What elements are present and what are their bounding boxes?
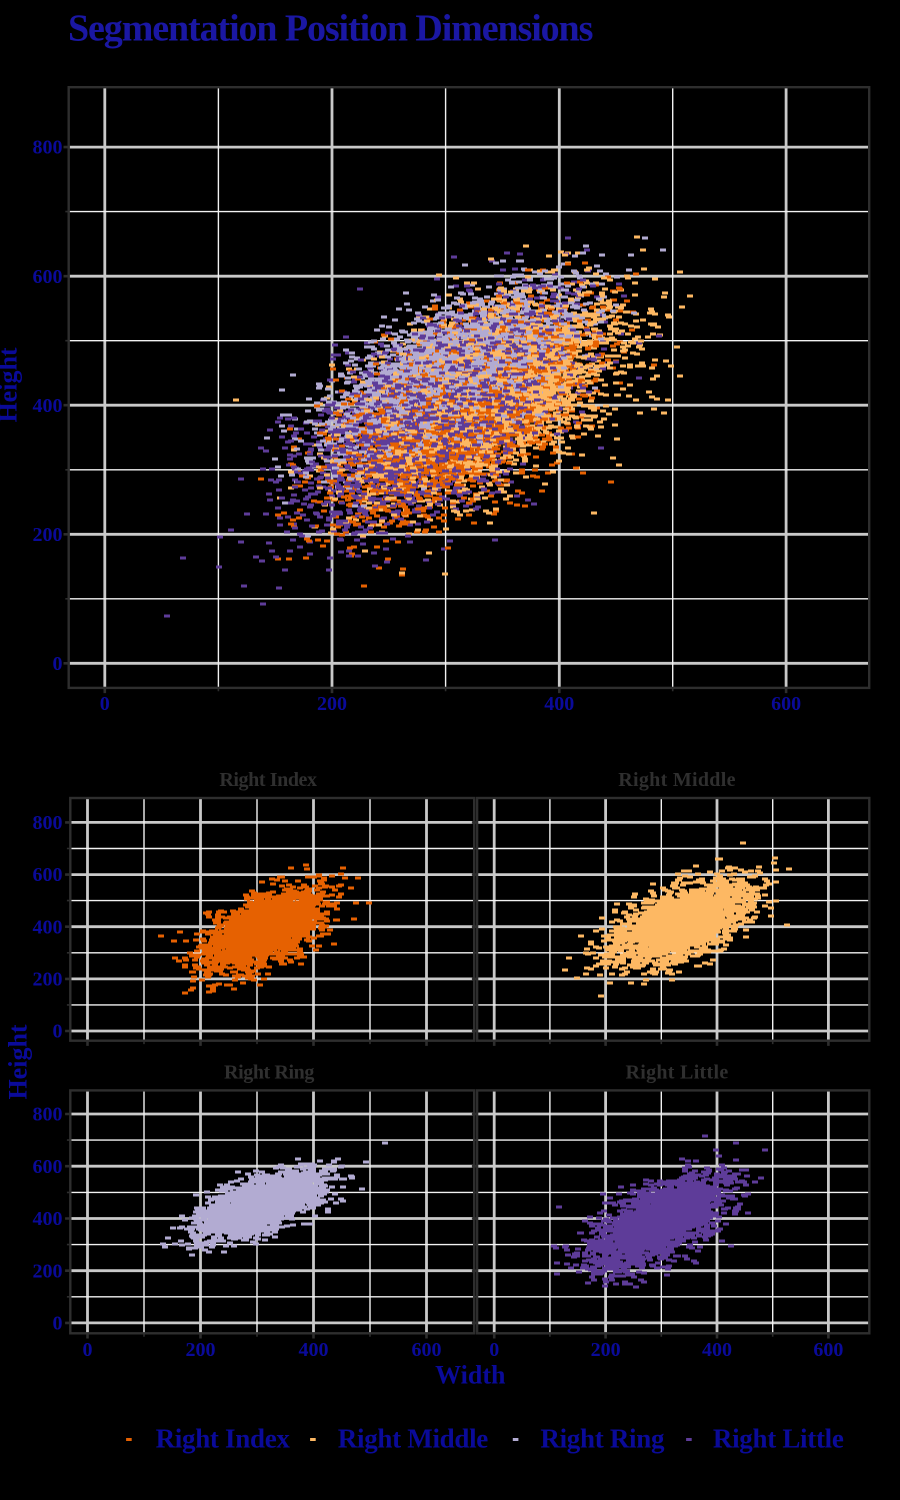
svg-text:Right Ring: Right Ring (540, 1424, 665, 1454)
svg-text:600: 600 (771, 693, 801, 715)
svg-text:600: 600 (33, 1156, 63, 1178)
svg-text:Height: Height (0, 347, 23, 422)
svg-text:0: 0 (489, 1339, 499, 1361)
svg-text:200: 200 (591, 1339, 621, 1361)
svg-text:600: 600 (813, 1339, 843, 1361)
svg-text:400: 400 (33, 1208, 63, 1230)
svg-text:400: 400 (544, 693, 574, 715)
svg-text:Right Little: Right Little (713, 1424, 844, 1454)
svg-text:600: 600 (33, 266, 63, 288)
svg-text:600: 600 (33, 864, 63, 886)
svg-text:200: 200 (33, 1260, 63, 1282)
svg-text:600: 600 (412, 1339, 442, 1361)
svg-text:Right Middle: Right Middle (338, 1424, 488, 1454)
svg-text:Height: Height (4, 1024, 33, 1099)
svg-text:800: 800 (33, 812, 63, 834)
svg-text:800: 800 (33, 137, 63, 159)
svg-text:Segmentation Position Dimensio: Segmentation Position Dimensions (68, 8, 593, 50)
svg-text:0: 0 (83, 1339, 93, 1361)
svg-text:0: 0 (53, 1021, 63, 1043)
svg-text:200: 200 (317, 693, 347, 715)
svg-text:Right Ring: Right Ring (224, 1062, 314, 1084)
svg-text:Right Index: Right Index (219, 769, 317, 791)
svg-text:200: 200 (186, 1339, 216, 1361)
svg-text:400: 400 (33, 395, 63, 417)
svg-text:Right Middle: Right Middle (618, 769, 736, 791)
svg-text:200: 200 (33, 524, 63, 546)
svg-text:400: 400 (702, 1339, 732, 1361)
svg-text:200: 200 (33, 969, 63, 991)
svg-text:Right Index: Right Index (156, 1424, 291, 1454)
svg-text:0: 0 (53, 1313, 63, 1335)
svg-text:800: 800 (33, 1104, 63, 1126)
svg-text:0: 0 (100, 693, 110, 715)
svg-text:Right Little: Right Little (625, 1062, 728, 1084)
svg-text:0: 0 (53, 653, 63, 675)
svg-text:Width: Width (435, 1360, 506, 1389)
svg-text:400: 400 (33, 916, 63, 938)
svg-text:400: 400 (299, 1339, 329, 1361)
